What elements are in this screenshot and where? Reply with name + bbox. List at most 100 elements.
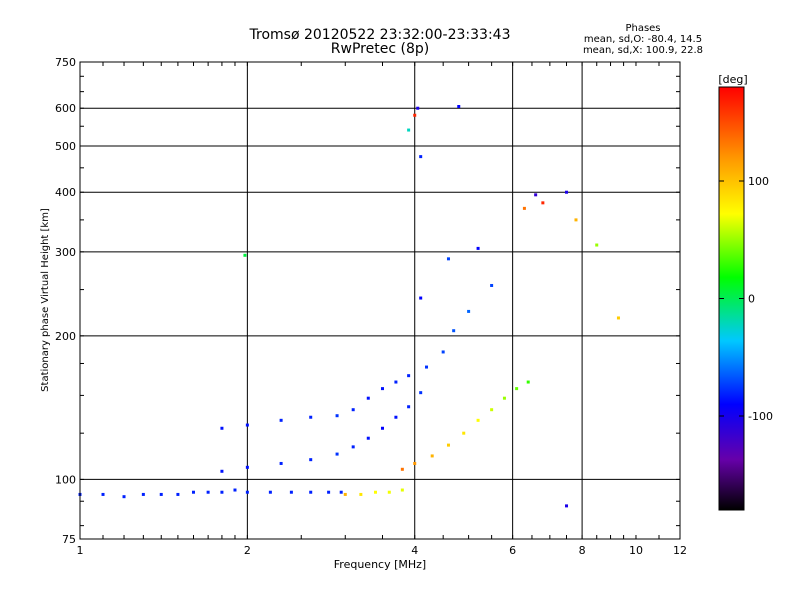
data-point bbox=[339, 490, 343, 494]
y-tick-label: 600 bbox=[55, 102, 76, 115]
data-point bbox=[159, 492, 163, 496]
data-point bbox=[268, 490, 272, 494]
data-point bbox=[220, 490, 224, 494]
data-point bbox=[394, 415, 398, 419]
y-tick-label: 750 bbox=[55, 56, 76, 69]
data-point bbox=[419, 155, 423, 159]
data-point bbox=[534, 193, 538, 197]
y-axis-label: Stationary phase Virtual Height [km] bbox=[40, 208, 51, 392]
chart-title: Tromsø 20120522 23:32:00-23:33:43 bbox=[249, 27, 511, 43]
data-point bbox=[462, 431, 466, 435]
phases-o-stats: mean, sd,O: -80.4, 14.5 bbox=[584, 34, 702, 45]
data-point bbox=[430, 454, 434, 458]
data-point bbox=[490, 408, 494, 412]
chart-subtitle: RwPretec (8p) bbox=[331, 41, 429, 57]
data-point bbox=[394, 380, 398, 384]
data-point bbox=[400, 488, 404, 492]
data-point bbox=[335, 414, 339, 418]
data-point bbox=[413, 461, 417, 465]
data-point bbox=[245, 423, 249, 427]
colorbar-tick-label: -100 bbox=[748, 410, 773, 423]
data-point bbox=[407, 128, 411, 132]
x-tick-label: 1 bbox=[77, 544, 84, 557]
data-point bbox=[425, 365, 429, 369]
data-point bbox=[309, 490, 313, 494]
y-tick-label: 100 bbox=[55, 473, 76, 486]
data-point bbox=[522, 206, 526, 210]
data-points bbox=[78, 105, 620, 508]
data-point bbox=[351, 408, 355, 412]
data-point bbox=[366, 436, 370, 440]
y-tick-label: 200 bbox=[55, 330, 76, 343]
data-point bbox=[327, 490, 331, 494]
data-point bbox=[380, 387, 384, 391]
data-point bbox=[191, 490, 195, 494]
colorbar-ticks: 100 0 -100 bbox=[719, 175, 773, 423]
data-point bbox=[419, 296, 423, 300]
data-point bbox=[452, 329, 456, 333]
data-point bbox=[595, 243, 599, 247]
data-point bbox=[335, 452, 339, 456]
x-axis-label: Frequency [MHz] bbox=[334, 558, 426, 571]
data-point bbox=[279, 461, 283, 465]
data-point bbox=[441, 350, 445, 354]
data-point bbox=[574, 218, 578, 222]
data-point bbox=[101, 492, 105, 496]
data-point bbox=[309, 458, 313, 462]
colorbar-tick-label: 0 bbox=[748, 293, 755, 306]
data-point bbox=[380, 426, 384, 430]
data-point bbox=[502, 396, 506, 400]
x-tick-label: 2 bbox=[244, 544, 251, 557]
data-point bbox=[243, 253, 247, 257]
data-point bbox=[387, 490, 391, 494]
y-tick-label: 75 bbox=[62, 533, 76, 546]
data-point bbox=[245, 490, 249, 494]
data-point bbox=[476, 418, 480, 422]
data-point bbox=[373, 490, 377, 494]
data-point bbox=[407, 374, 411, 378]
colorbar-label: [deg] bbox=[718, 73, 747, 86]
data-point bbox=[467, 309, 471, 313]
phases-x-stats: mean, sd,X: 100.9, 22.8 bbox=[583, 45, 703, 56]
data-point bbox=[515, 387, 519, 391]
data-point bbox=[400, 467, 404, 471]
x-tick-label: 12 bbox=[673, 544, 687, 557]
data-point bbox=[351, 445, 355, 449]
data-point bbox=[366, 396, 370, 400]
data-point bbox=[407, 405, 411, 409]
x-tick-label: 4 bbox=[411, 544, 418, 557]
data-point bbox=[526, 380, 530, 384]
y-tick-label: 400 bbox=[55, 186, 76, 199]
data-point bbox=[309, 415, 313, 419]
data-point bbox=[413, 113, 417, 117]
data-point bbox=[416, 106, 420, 110]
data-point bbox=[565, 504, 569, 508]
phases-heading: Phases bbox=[625, 23, 660, 34]
data-point bbox=[446, 443, 450, 447]
data-point bbox=[343, 492, 347, 496]
colorbar-tick-label: 100 bbox=[748, 175, 769, 188]
data-point bbox=[141, 492, 145, 496]
data-point bbox=[279, 418, 283, 422]
data-point bbox=[245, 465, 249, 469]
x-tick-label: 8 bbox=[579, 544, 586, 557]
y-tick-label: 300 bbox=[55, 246, 76, 259]
data-point bbox=[206, 490, 210, 494]
plot-frame bbox=[79, 61, 681, 540]
data-point bbox=[490, 283, 494, 287]
data-point bbox=[233, 488, 237, 492]
x-tick-label: 6 bbox=[509, 544, 516, 557]
data-point bbox=[565, 190, 569, 194]
data-point bbox=[616, 316, 620, 320]
x-tick-label: 10 bbox=[629, 544, 643, 557]
data-point bbox=[220, 469, 224, 473]
data-point bbox=[220, 426, 224, 430]
data-point bbox=[359, 492, 363, 496]
data-point bbox=[476, 246, 480, 250]
grid-lines bbox=[80, 62, 680, 539]
y-tick-label: 500 bbox=[55, 140, 76, 153]
data-point bbox=[541, 201, 545, 205]
data-point bbox=[122, 495, 126, 499]
